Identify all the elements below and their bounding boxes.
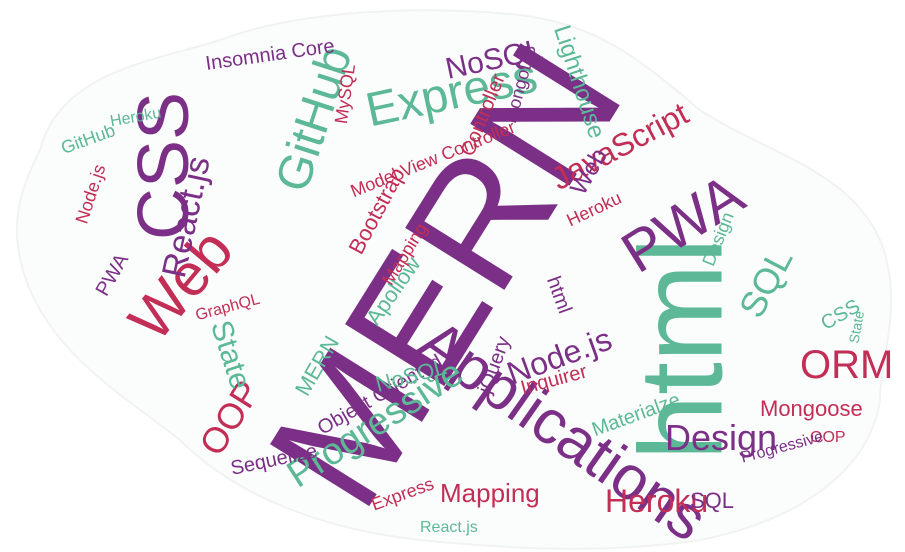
word-sql-bottom: SQL (690, 488, 735, 513)
word-oop-right: OOP (810, 429, 846, 446)
word-orm: ORM (800, 343, 894, 387)
word-mapping: Mapping (440, 478, 540, 508)
word-mongoose: Mongoose (760, 396, 863, 421)
word-heroku: Heroku (605, 483, 709, 519)
word-react-js-bottom: React.js (420, 519, 478, 536)
word-design: Design (665, 417, 778, 458)
